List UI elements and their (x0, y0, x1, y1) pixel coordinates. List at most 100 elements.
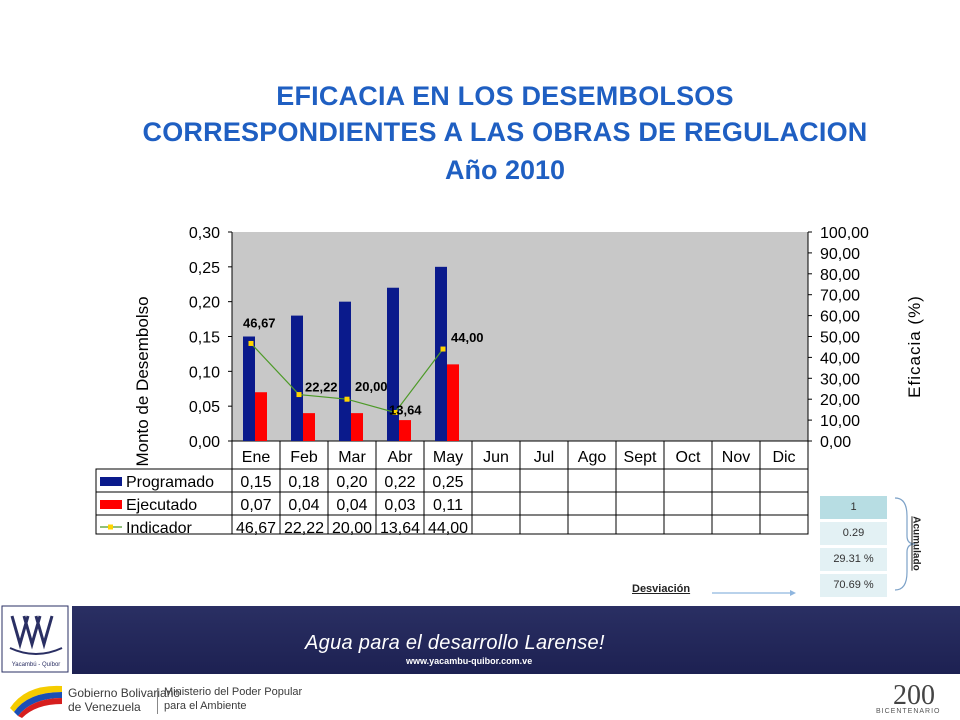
ministry-line-2: para el Ambiente (164, 700, 247, 712)
y-axis-label: Monto de Desembolso (133, 296, 152, 466)
accum-bracket (894, 497, 916, 591)
y-tick-label-right: 60,00 (820, 309, 860, 326)
summary-item: 70.69 % (820, 574, 887, 597)
deviation-label: Desviación (632, 583, 691, 595)
y-tick-label: 0,30 (189, 225, 220, 242)
yacambu-logo: Yacambú - Quíbor (0, 604, 72, 674)
y-tick-label: 0,10 (189, 364, 220, 381)
gov-line-2: de Venezuela (68, 700, 141, 714)
table-cell-value: 0,11 (433, 497, 463, 514)
indicator-point (344, 396, 350, 402)
table-cell-value: 0,07 (240, 497, 271, 514)
y-tick-label-right: 10,00 (820, 413, 860, 430)
table-cell-value: 0,22 (384, 474, 415, 491)
x-tick-label: Nov (722, 449, 750, 466)
legend-key-indicador-marker (108, 524, 113, 530)
table-cell-value: 0,04 (288, 497, 319, 514)
title-line-1: EFICACIA EN LOS DESEMBOLSOS (276, 81, 734, 111)
x-tick-label: Jun (483, 449, 509, 466)
y-tick-label-right: 70,00 (820, 288, 860, 305)
footer-band (0, 606, 960, 674)
chart: 0,00 0,05 0,10 0,15 0,20 0,25 0,30 0,00 10,00 20,… (95, 225, 924, 537)
legend-label: Ejecutado (126, 497, 197, 514)
table-cell-value: 0,15 (240, 474, 271, 491)
title-line-2: CORRESPONDIENTES A LAS OBRAS DE REGULACI… (142, 117, 868, 147)
y-tick-label-right: 0,00 (820, 434, 851, 451)
legend-key-programado (100, 477, 122, 486)
x-tick-label: Jul (534, 449, 554, 466)
website: www.yacambu-quibor.com.ve (406, 656, 533, 666)
table-cell-value: 46,67 (236, 520, 276, 537)
venezuela-flag-icon (10, 685, 62, 718)
y-axis-label-right: Eficacia (%) (905, 295, 924, 398)
table-cell-value: 44,00 (428, 520, 468, 537)
table-cell-value: 22,22 (284, 520, 324, 537)
plot-area (232, 232, 808, 441)
legend-label: Indicador (126, 520, 192, 537)
ministry-line-1: Ministerio del Poder Popular (164, 686, 303, 698)
x-tick-label: Ene (242, 449, 271, 466)
legend-key-ejecutado (100, 500, 122, 509)
y-tick-label-right: 40,00 (820, 350, 860, 367)
bar-programado (435, 266, 447, 441)
y-tick-label-right: 20,00 (820, 392, 860, 409)
summary-item: 0.29 (820, 522, 887, 545)
bicentenario-text: BICENTENARIO (876, 708, 941, 715)
bar-programado (387, 287, 399, 441)
indicator-point (392, 409, 398, 415)
indicator-point (296, 392, 302, 398)
table-cell-value: 13,64 (380, 520, 420, 537)
bar-programado (243, 336, 255, 441)
indicator-data-label: 44,00 (451, 330, 484, 345)
footer-gov (0, 674, 960, 720)
bar-ejecutado (399, 420, 411, 441)
y-tick-label: 0,25 (189, 260, 220, 277)
summary-item: 29.31 % (820, 548, 887, 571)
chart-title: EFICACIA EN LOS DESEMBOLSOS CORRESPONDIE… (0, 78, 960, 190)
x-tick-label: Feb (290, 449, 318, 466)
indicator-data-label: 46,67 (243, 315, 276, 330)
y-tick-label-right: 30,00 (820, 371, 860, 388)
gov-line-1: Gobierno Bolivariano (68, 686, 181, 700)
table-cell-value: 0,03 (384, 497, 415, 514)
footer-divider (157, 688, 158, 714)
logo-text: Yacambú - Quíbor (12, 662, 61, 668)
table-cell-value: 0,18 (288, 474, 319, 491)
y-tick-label: 0,00 (189, 434, 220, 451)
deviation-arrow (712, 590, 796, 596)
yacambu-logo-icon: Yacambú - Quíbor (1, 605, 69, 673)
y-tick-label-right: 50,00 (820, 330, 860, 347)
slogan: Agua para el desarrollo Larense! (305, 632, 605, 654)
bar-ejecutado (255, 392, 267, 441)
y-tick-label-right: 100,00 (820, 225, 869, 242)
indicator-data-label: 22,22 (305, 380, 338, 395)
indicator-point (248, 340, 254, 346)
table-cell-value: 0,04 (336, 497, 367, 514)
bar-programado (291, 315, 303, 441)
table-cell-value: 0,20 (336, 474, 367, 491)
y-tick-label-right: 90,00 (820, 246, 860, 263)
x-tick-label: Abr (388, 449, 414, 466)
y-tick-label: 0,05 (189, 399, 220, 416)
indicator-data-label: 13,64 (389, 402, 422, 417)
bar-ejecutado (351, 413, 363, 441)
table-cell-value: 20,00 (332, 520, 372, 537)
x-tick-label: Oct (676, 449, 701, 466)
bar-ejecutado (303, 413, 315, 441)
y-tick-label: 0,20 (189, 295, 220, 312)
bar-programado (339, 301, 351, 441)
indicator-point (440, 346, 446, 352)
y-tick-label-right: 80,00 (820, 267, 860, 284)
bicentenario-logo-icon: 200 (893, 680, 935, 711)
legend-label: Programado (126, 474, 214, 491)
svg-text:200: 200 (893, 680, 935, 711)
table-cell-value: 0,25 (432, 474, 463, 491)
x-tick-label: May (433, 449, 463, 466)
title-year: Año 2010 (444, 155, 566, 185)
summary-item: 1 (820, 496, 887, 519)
x-tick-label: Mar (338, 449, 366, 466)
accum-label: Acumulado (910, 516, 922, 571)
x-tick-label: Ago (578, 449, 607, 466)
indicator-data-label: 20,00 (355, 379, 388, 394)
bar-ejecutado (447, 364, 459, 441)
